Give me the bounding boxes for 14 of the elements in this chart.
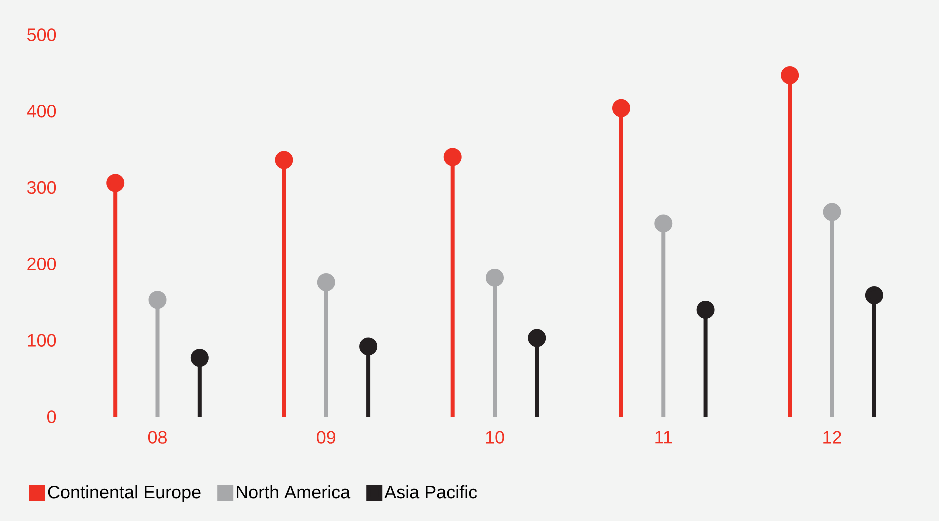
y-tick-label: 100 — [28, 334, 56, 347]
x-tick-label: 11 — [656, 431, 672, 444]
y-tick-label: 300 — [27, 181, 56, 194]
x-tick-label: 12 — [824, 431, 842, 444]
legend-label: North America — [237, 486, 351, 499]
y-tick-label: 500 — [28, 28, 56, 42]
y-tick-label: 200 — [28, 258, 56, 271]
legend-label: Asia Pacific — [384, 486, 478, 499]
x-tick-label: 08 — [148, 431, 167, 444]
y-tick-label: 400 — [27, 105, 56, 118]
x-tick-label: 10 — [486, 431, 504, 444]
x-tick-label: 09 — [317, 431, 336, 444]
legend-label: Continental Europe — [48, 486, 201, 502]
y-tick-label: 0 — [48, 410, 56, 424]
